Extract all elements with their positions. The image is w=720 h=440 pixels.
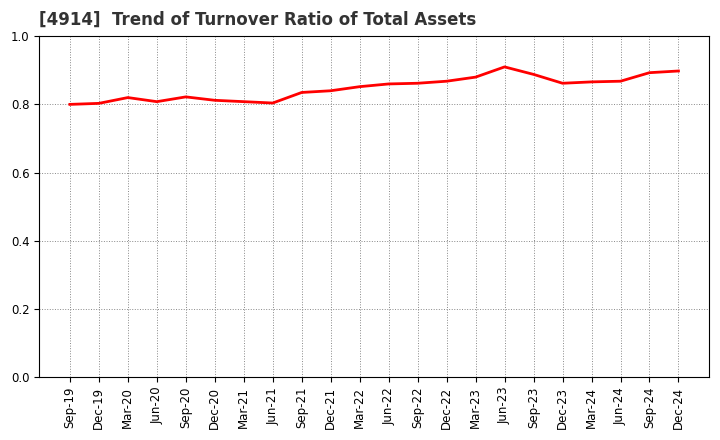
- Text: [4914]  Trend of Turnover Ratio of Total Assets: [4914] Trend of Turnover Ratio of Total …: [40, 11, 477, 29]
